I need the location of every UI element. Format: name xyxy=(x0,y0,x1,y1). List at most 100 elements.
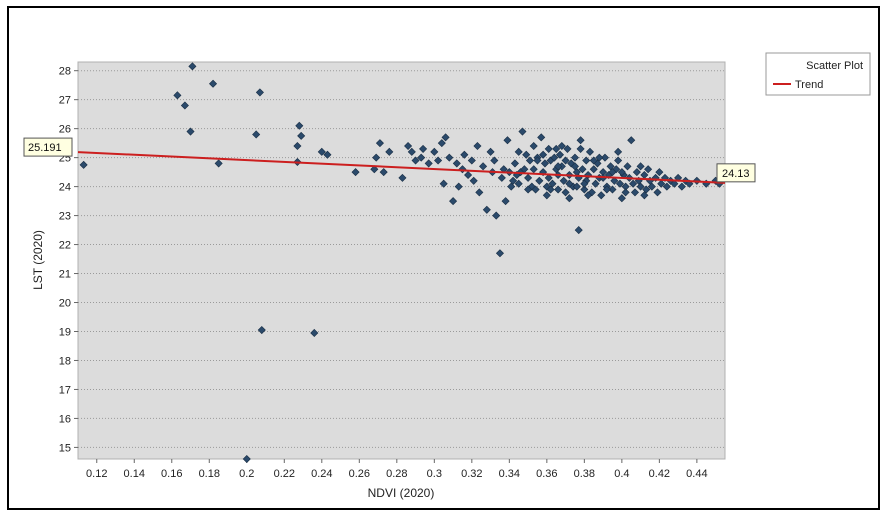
scatter-point xyxy=(454,182,463,191)
trend-line xyxy=(77,151,726,184)
plot-area xyxy=(77,61,726,460)
scatter-point xyxy=(614,156,623,165)
scatter-point xyxy=(591,179,600,188)
y-tick-label: 24 xyxy=(59,182,71,194)
scatter-point xyxy=(537,133,546,142)
x-tick-label: 0.16 xyxy=(161,468,182,480)
scatter-point xyxy=(404,142,413,151)
scatter-point xyxy=(424,159,433,168)
scatter-point xyxy=(379,168,388,177)
scatter-point xyxy=(452,159,461,168)
scatter-point xyxy=(539,150,548,159)
scatter-point xyxy=(554,162,563,171)
scatter-point xyxy=(612,165,621,174)
scatter-point xyxy=(310,328,319,337)
scatter-point xyxy=(632,168,641,177)
scatter-point xyxy=(542,191,551,200)
scatter-point xyxy=(417,153,426,162)
trend-start-callout: 25.191 xyxy=(23,137,73,157)
scatter-point xyxy=(486,147,495,156)
scatter-point xyxy=(533,156,542,165)
scatter-point xyxy=(627,136,636,145)
scatter-point xyxy=(407,147,416,156)
scatter-points xyxy=(79,62,724,464)
scatter-point xyxy=(317,147,326,156)
scatter-point xyxy=(293,142,302,151)
y-tick-label: 17 xyxy=(59,384,71,396)
x-tick-label: 0.36 xyxy=(536,468,557,480)
y-tick-label: 16 xyxy=(59,413,71,425)
scatter-point xyxy=(561,188,570,197)
y-tick-label: 28 xyxy=(59,66,71,78)
scatter-point xyxy=(503,136,512,145)
legend-trend-label: Trend xyxy=(795,79,823,91)
scatter-point xyxy=(642,185,651,194)
x-tick-label: 0.18 xyxy=(199,468,220,480)
scatter-point xyxy=(576,144,585,153)
scatter-point xyxy=(614,147,623,156)
x-tick-label: 0.42 xyxy=(649,468,670,480)
scatter-point xyxy=(529,142,538,151)
scatter-point xyxy=(629,179,638,188)
scatter-point xyxy=(398,173,407,182)
scatter-point xyxy=(514,147,523,156)
scatter-point xyxy=(475,188,484,197)
scatter-point xyxy=(630,188,640,197)
scatter-point xyxy=(370,165,379,174)
y-axis-title: LST (2020) xyxy=(31,230,45,290)
scatter-point xyxy=(214,159,223,168)
x-tick-label: 0.12 xyxy=(86,468,107,480)
scatter-point xyxy=(434,156,443,165)
scatter-point xyxy=(565,194,574,203)
scatter-point xyxy=(636,162,645,171)
scatter-point xyxy=(497,173,506,182)
scatter-point xyxy=(252,130,261,139)
scatter-point xyxy=(563,144,572,153)
scatter-point xyxy=(572,182,581,191)
scatter-point xyxy=(677,182,686,191)
y-tick-label: 15 xyxy=(59,442,71,454)
y-tick-label: 23 xyxy=(59,211,71,223)
trend-end-callout: 24.13 xyxy=(716,163,756,183)
scatter-point xyxy=(482,205,491,214)
x-tick-label: 0.28 xyxy=(386,468,407,480)
scatter-point xyxy=(209,79,218,88)
scatter-point xyxy=(662,182,671,191)
scatter-point xyxy=(531,185,540,194)
scatter-point xyxy=(653,188,662,197)
scatter-point xyxy=(295,121,304,130)
scatter-point xyxy=(514,179,523,188)
scatter-point xyxy=(602,185,611,194)
scatter-point xyxy=(469,176,478,185)
scatter-point xyxy=(567,159,576,168)
scatter-point xyxy=(441,133,450,142)
scatter-point xyxy=(535,176,544,185)
scatter-point xyxy=(559,176,568,185)
scatter-point xyxy=(576,136,585,145)
scatter-point xyxy=(565,179,574,188)
scatter-point xyxy=(375,139,384,148)
scatter-point xyxy=(610,176,619,185)
legend: Scatter Plot Trend xyxy=(765,52,871,96)
scatter-point xyxy=(595,153,604,162)
scatter-point xyxy=(555,150,564,159)
scatter-point xyxy=(570,153,579,162)
scatter-point xyxy=(186,127,195,136)
y-tick-label: 18 xyxy=(59,355,71,367)
scatter-point xyxy=(79,160,88,169)
scatter-point xyxy=(655,168,664,177)
scatter-point xyxy=(578,165,587,174)
scatter-point xyxy=(589,156,598,165)
trend-start-label: 25.191 xyxy=(28,142,62,154)
scatter-point xyxy=(522,150,531,159)
scatter-point xyxy=(546,185,555,194)
scatter-point xyxy=(524,173,533,182)
scatter-point xyxy=(561,156,570,165)
scatter-point xyxy=(608,185,617,194)
scatter-point xyxy=(550,153,559,162)
scatter-point xyxy=(644,165,653,174)
x-tick-label: 0.2 xyxy=(239,468,254,480)
scatter-point xyxy=(557,142,566,151)
